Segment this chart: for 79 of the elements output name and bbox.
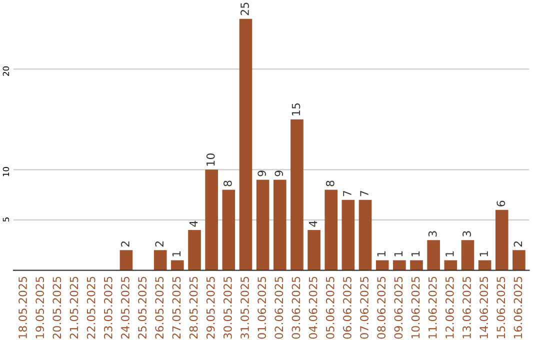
- bar: [120, 250, 133, 270]
- data-label: 10: [206, 153, 215, 166]
- data-label: 2: [514, 241, 522, 247]
- data-label: 1: [394, 251, 402, 256]
- x-tick-label: 29.05.2025: [206, 276, 215, 339]
- data-label: 1: [480, 251, 488, 256]
- data-label: 1: [411, 251, 420, 256]
- x-tick-label: 19.05.2025: [36, 276, 44, 338]
- bar: [427, 240, 440, 270]
- data-label: 8: [223, 180, 232, 186]
- x-tick-label: 16.06.2025: [514, 276, 522, 338]
- x-tick-label: 06.06.2025: [343, 276, 352, 339]
- x-tick-label: 03.06.2025: [292, 276, 300, 339]
- data-label: 6: [496, 200, 506, 206]
- x-tick-label: 28.05.2025: [189, 276, 198, 339]
- bar: [512, 250, 526, 270]
- bar: [222, 190, 236, 270]
- x-tick-label: 30.05.2025: [223, 276, 232, 339]
- bar: [495, 210, 508, 270]
- x-tick-label: 13.06.2025: [462, 276, 471, 338]
- x-tick-label: 10.06.2025: [411, 276, 420, 338]
- bar: [188, 230, 201, 270]
- bar: [358, 200, 372, 270]
- x-tick-label: 05.06.2025: [326, 276, 334, 339]
- bar: [342, 200, 355, 270]
- x-tick-label: 18.05.2025: [18, 276, 27, 338]
- x-tick-label: 12.06.2025: [445, 276, 454, 338]
- data-label: 7: [360, 190, 368, 196]
- data-label: 15: [292, 103, 300, 116]
- bar: [324, 190, 338, 270]
- bar: [461, 240, 474, 270]
- x-tick-label: 08.06.2025: [377, 276, 386, 339]
- data-label: 3: [462, 231, 471, 236]
- bar: [308, 230, 320, 270]
- bar: [444, 260, 458, 270]
- x-tick-label: 01.06.2025: [258, 276, 266, 339]
- bar: [410, 260, 423, 270]
- x-tick-label: 09.06.2025: [394, 276, 403, 339]
- x-tick-label: 15.06.2025: [496, 276, 506, 338]
- x-tick-label: 20.05.2025: [52, 276, 62, 339]
- x-tick-label: 07.06.2025: [360, 276, 368, 339]
- bar: [393, 260, 406, 270]
- x-tick-label: 21.05.2025: [70, 276, 78, 339]
- data-label: 1: [172, 251, 180, 256]
- data-label: 2: [155, 241, 164, 247]
- x-tick-label: 02.06.2025: [274, 276, 284, 339]
- x-tick-label: 24.05.2025: [121, 276, 130, 339]
- x-tick-label: 26.05.2025: [155, 276, 164, 339]
- data-label: 7: [343, 190, 352, 196]
- bar: [154, 250, 167, 270]
- bar: [239, 18, 252, 270]
- y-tick-label: 10: [2, 167, 10, 176]
- x-tick-label: 31.05.2025: [240, 276, 249, 339]
- bar: [273, 180, 286, 270]
- bar: [171, 260, 184, 270]
- data-label: 1: [446, 251, 454, 256]
- x-tick-label: 27.05.2025: [172, 276, 181, 339]
- data-label: 9: [258, 170, 266, 176]
- y-tick-label: 5: [2, 218, 10, 222]
- data-label: 8: [326, 180, 334, 186]
- data-label: 2: [121, 241, 130, 247]
- data-label: 4: [189, 220, 198, 227]
- data-label: 9: [274, 170, 284, 176]
- bar: [290, 119, 304, 270]
- x-tick-label: 04.06.2025: [308, 276, 318, 339]
- x-tick-label: 11.06.2025: [428, 276, 437, 338]
- x-tick-label: 14.06.2025: [480, 276, 488, 338]
- data-label: 3: [428, 231, 437, 236]
- bar: [376, 260, 389, 270]
- x-tick-label: 23.05.2025: [104, 276, 112, 339]
- bar: [478, 260, 492, 270]
- bar: [256, 180, 270, 270]
- data-label: 4: [309, 220, 318, 227]
- x-tick-label: 22.05.2025: [86, 276, 96, 339]
- x-tick-label: 25.05.2025: [138, 276, 147, 339]
- bar: [205, 170, 218, 270]
- data-label: 1: [377, 251, 386, 256]
- data-label: 25: [240, 2, 249, 16]
- y-tick-label: 20: [2, 66, 10, 76]
